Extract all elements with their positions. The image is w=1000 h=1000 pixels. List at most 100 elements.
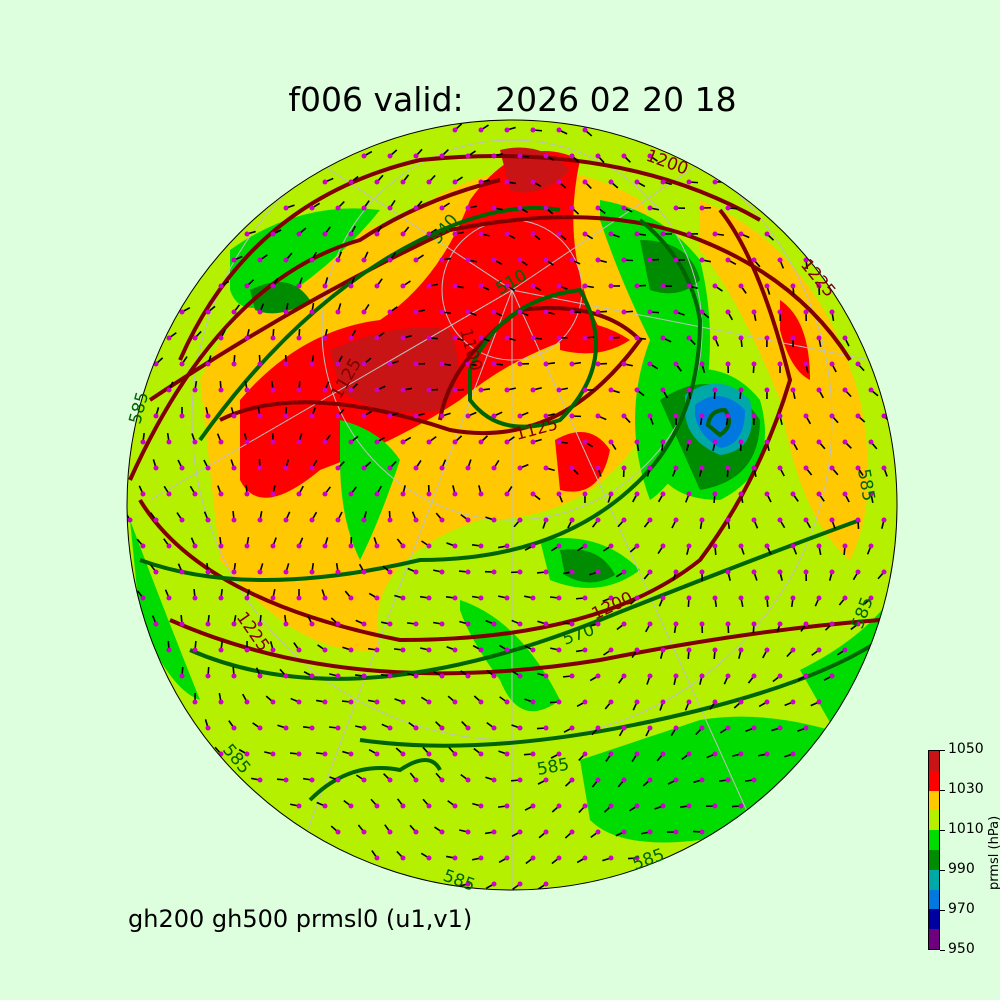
- wind-barb-dot: [257, 673, 263, 679]
- wind-barb-dot: [556, 335, 562, 341]
- wind-barb-dot: [348, 491, 354, 497]
- wind-barb-dot: [439, 725, 445, 731]
- wind-barb-dot: [517, 829, 523, 835]
- wind-barb-dot: [296, 751, 302, 757]
- wind-barb-dot: [829, 309, 835, 315]
- wind-barb-dot: [582, 439, 588, 445]
- wind-barb-dot: [569, 257, 575, 263]
- wind-barb-dot: [478, 387, 484, 393]
- wind-barb-dot: [270, 751, 276, 757]
- wind-barb-dot: [699, 361, 705, 367]
- wind-barb-dot: [842, 387, 848, 393]
- colorbar-tick: 1010: [940, 821, 984, 837]
- wind-barb-dot: [478, 855, 484, 861]
- wind-barb-dot: [231, 257, 237, 263]
- wind-barb-dot: [439, 257, 445, 263]
- wind-barb-dot: [309, 725, 315, 731]
- wind-barb-dot: [179, 361, 185, 367]
- wind-barb-dot: [608, 595, 614, 601]
- wind-barb-dot: [296, 595, 302, 601]
- wind-barb-dot: [426, 491, 432, 497]
- wind-barb-dot: [712, 283, 718, 289]
- wind-barb-dot: [361, 673, 367, 679]
- wind-barb-dot: [361, 569, 367, 575]
- wind-barb-dot: [543, 465, 549, 471]
- wind-barb-dot: [569, 205, 575, 211]
- wind-barb-dot: [140, 543, 146, 549]
- wind-barb-dot: [829, 673, 835, 679]
- wind-barb-dot: [296, 803, 302, 809]
- wind-barb-dot: [621, 153, 627, 159]
- wind-barb-dot: [673, 361, 679, 367]
- wind-barb-dot: [309, 777, 315, 783]
- wind-barb-dot: [374, 647, 380, 653]
- wind-barb-dot: [179, 465, 185, 471]
- wind-barb-dot: [322, 179, 328, 185]
- wind-barb-dot: [335, 361, 341, 367]
- colorbar-segment: [929, 751, 939, 771]
- wind-barb-dot: [413, 569, 419, 575]
- wind-barb-dot: [764, 439, 770, 445]
- wind-barb-dot: [517, 517, 523, 523]
- wind-barb-dot: [491, 309, 497, 315]
- wind-barb-dot: [192, 439, 198, 445]
- wind-barb-dot: [595, 257, 601, 263]
- wind-barb-dot: [413, 153, 419, 159]
- wind-barb-dot: [452, 283, 458, 289]
- wind-barb-dot: [426, 231, 432, 237]
- wind-barb-dot: [699, 777, 705, 783]
- wind-barb-dot: [660, 335, 666, 341]
- wind-barb-dot: [218, 699, 224, 705]
- wind-barb-dot: [556, 387, 562, 393]
- wind-barb-dot: [192, 543, 198, 549]
- wind-barb-dot: [543, 413, 549, 419]
- wind-barb-dot: [361, 777, 367, 783]
- wind-barb-dot: [244, 439, 250, 445]
- wind-barb-dot: [257, 361, 263, 367]
- wind-barb-dot: [426, 335, 432, 341]
- wind-barb-dot: [881, 517, 887, 523]
- wind-barb-dot: [777, 361, 783, 367]
- wind-barb-dot: [426, 751, 432, 757]
- wind-barb-dot: [816, 387, 822, 393]
- wind-barb-dot: [621, 465, 627, 471]
- wind-barb-dot: [478, 179, 484, 185]
- wind-barb-dot: [361, 517, 367, 523]
- wind-barb-dot: [764, 491, 770, 497]
- wind-barb-dot: [660, 699, 666, 705]
- wind-barb-dot: [192, 699, 198, 705]
- wind-barb-dot: [543, 621, 549, 627]
- wind-barb-dot: [387, 621, 393, 627]
- wind-barb-dot: [465, 309, 471, 315]
- wind-barb-dot: [374, 179, 380, 185]
- wind-barb-dot: [192, 595, 198, 601]
- wind-barb-dot: [673, 465, 679, 471]
- wind-barb-dot: [426, 543, 432, 549]
- wind-barb-dot: [387, 257, 393, 263]
- wind-barb-dot: [608, 231, 614, 237]
- wind-barb-dot: [608, 387, 614, 393]
- wind-barb-dot: [270, 335, 276, 341]
- wind-barb-dot: [686, 491, 692, 497]
- wind-barb-dot: [777, 257, 783, 263]
- wind-barb-dot: [699, 205, 705, 211]
- wind-barb-dot: [491, 777, 497, 783]
- wind-barb-dot: [868, 491, 874, 497]
- wind-barb-dot: [673, 621, 679, 627]
- wind-barb-dot: [660, 803, 666, 809]
- wind-barb-dot: [439, 777, 445, 783]
- wind-barb-dot: [543, 205, 549, 211]
- wind-barb-dot: [400, 647, 406, 653]
- wind-barb-dot: [452, 543, 458, 549]
- wind-barb-dot: [621, 725, 627, 731]
- wind-barb-dot: [491, 465, 497, 471]
- wind-barb-dot: [400, 751, 406, 757]
- wind-barb-dot: [231, 621, 237, 627]
- wind-barb-dot: [413, 621, 419, 627]
- wind-barb-dot: [543, 881, 549, 887]
- wind-barb-dot: [348, 699, 354, 705]
- wind-barb-dot: [556, 179, 562, 185]
- wind-barb-dot: [530, 387, 536, 393]
- wind-barb-dot: [699, 569, 705, 575]
- wind-barb-dot: [777, 569, 783, 575]
